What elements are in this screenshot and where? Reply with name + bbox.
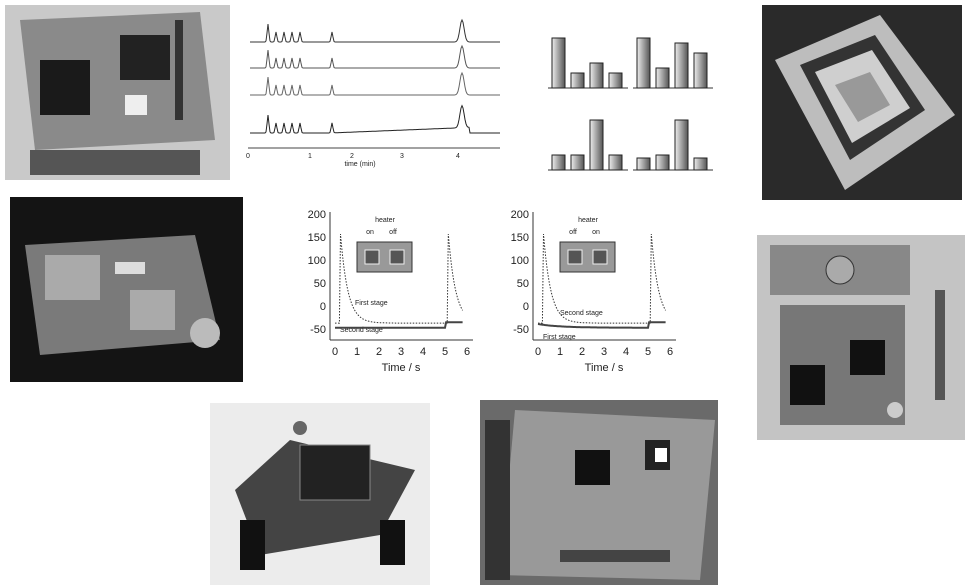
bar	[551, 37, 566, 89]
photo-socket-module	[210, 403, 430, 585]
trace	[335, 321, 463, 329]
x-axis-label: Time / s	[382, 362, 421, 374]
x-tick-label: 6	[464, 346, 470, 358]
trace	[250, 18, 500, 43]
x-tick-label: 4	[623, 346, 629, 358]
inset-title: heater	[578, 217, 599, 224]
photo-board-coin	[10, 197, 243, 382]
y-tick-label: 50	[314, 278, 326, 290]
inset-label: off	[389, 229, 397, 236]
y-tick-label: 200	[308, 209, 326, 221]
x-tick-label: 0	[246, 153, 250, 160]
trace	[250, 104, 500, 134]
x-tick-label: 1	[308, 153, 312, 160]
x-axis-label: Time / s	[585, 362, 624, 374]
bar	[674, 119, 689, 171]
bar	[608, 72, 623, 89]
trace	[250, 71, 500, 96]
y-tick-label: 150	[511, 232, 529, 244]
y-tick-label: 150	[308, 232, 326, 244]
y-tick-label: 0	[523, 301, 529, 313]
inset-label: off	[569, 229, 577, 236]
bar	[589, 119, 604, 171]
x-tick-label: 0	[332, 346, 338, 358]
inset-cell	[364, 249, 380, 265]
y-tick-label: -50	[310, 324, 326, 336]
annotation: First stage	[543, 334, 576, 341]
y-tick-label: 100	[308, 255, 326, 267]
bar	[693, 157, 708, 171]
bar	[570, 154, 585, 171]
x-tick-label: 0	[535, 346, 541, 358]
trace	[537, 321, 666, 329]
bar	[589, 62, 604, 89]
x-tick-label: 4	[456, 153, 460, 160]
bar	[551, 154, 566, 171]
x-tick-label: 5	[645, 346, 651, 358]
x-tick-label: 5	[442, 346, 448, 358]
x-tick-label: 2	[350, 153, 354, 160]
x-tick-label: 6	[667, 346, 673, 358]
annotation: Second stage	[340, 327, 383, 334]
trace	[538, 233, 667, 324]
x-tick-label: 1	[354, 346, 360, 358]
bar	[608, 154, 623, 171]
photo-chip	[762, 5, 962, 200]
inset-cell	[389, 249, 405, 265]
bar	[636, 37, 651, 89]
trace	[250, 44, 500, 69]
photo-fluidic-board	[757, 235, 965, 440]
y-tick-label: 100	[511, 255, 529, 267]
y-tick-label: 0	[320, 301, 326, 313]
inset-label: on	[592, 229, 600, 236]
x-tick-label: 3	[400, 153, 404, 160]
bar	[674, 42, 689, 89]
bar	[693, 52, 708, 89]
inset-label: on	[366, 229, 374, 236]
trace	[335, 233, 464, 324]
x-axis-label: time (min)	[344, 161, 375, 168]
inset-cell	[592, 249, 608, 265]
photo-test-board	[480, 400, 718, 585]
photo-board-stack	[5, 5, 230, 180]
x-tick-label: 2	[579, 346, 585, 358]
x-tick-label: 1	[557, 346, 563, 358]
y-tick-label: -50	[513, 324, 529, 336]
inset-cell	[567, 249, 583, 265]
y-tick-label: 200	[511, 209, 529, 221]
bar	[636, 157, 651, 171]
annotation: Second stage	[560, 310, 603, 317]
x-tick-label: 3	[398, 346, 404, 358]
x-tick-label: 3	[601, 346, 607, 358]
x-tick-label: 2	[376, 346, 382, 358]
inset-title: heater	[375, 217, 396, 224]
bar	[570, 72, 585, 89]
bar	[655, 67, 670, 89]
chromatogram: 0 1 2 3 4 time (min)	[246, 18, 500, 168]
y-tick-label: 50	[517, 278, 529, 290]
bar	[655, 154, 670, 171]
annotation: First stage	[355, 300, 388, 307]
bar-thumbnails	[548, 37, 713, 171]
x-tick-label: 4	[420, 346, 426, 358]
